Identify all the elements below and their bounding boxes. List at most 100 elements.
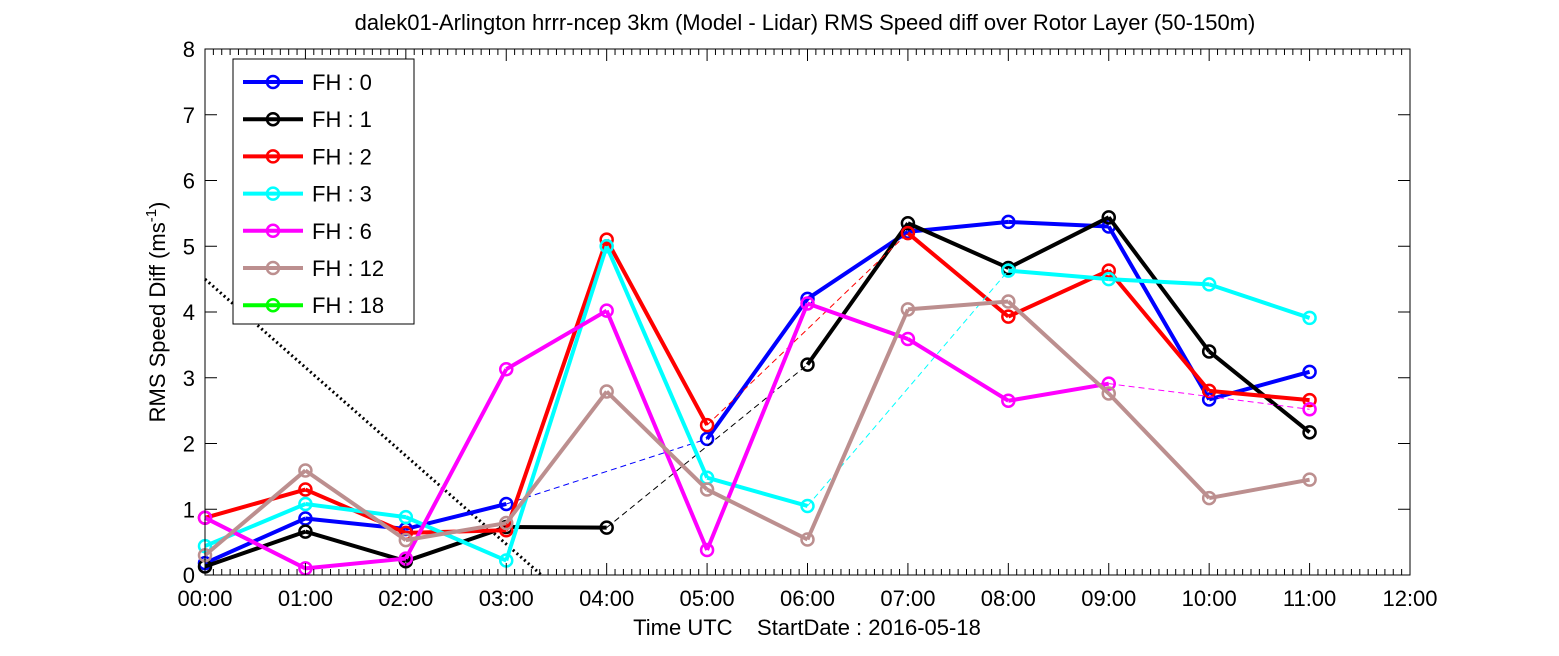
- data-point: [1302, 310, 1317, 326]
- data-point: [800, 357, 815, 372]
- series-segment: [1007, 381, 1110, 403]
- x-tick-label: 12:00: [1382, 586, 1437, 611]
- data-point: [1302, 425, 1317, 440]
- y-tick-label: 3: [183, 366, 195, 391]
- data-point: [1001, 263, 1016, 278]
- series-gap-segment: [606, 364, 808, 529]
- series-segment: [204, 516, 307, 571]
- x-tick-label: 03:00: [479, 586, 534, 611]
- y-axis-ticks: 0 1 2 3 4 5 6 7 8: [183, 37, 1410, 588]
- x-tick-label: 11:00: [1283, 586, 1336, 611]
- y-tick-label: 1: [183, 497, 195, 522]
- series-segment: [304, 468, 407, 542]
- x-tick-label: 07:00: [880, 586, 935, 611]
- x-axis-label: Time UTC StartDate : 2016-05-18: [633, 615, 981, 640]
- data-point: [699, 542, 715, 558]
- series-gap-segment: [1108, 383, 1310, 410]
- data-point: [1001, 309, 1016, 324]
- series-gap-segment: [706, 232, 909, 426]
- data-point: [599, 520, 614, 535]
- series-segment: [305, 556, 407, 571]
- data-point: [1201, 277, 1217, 292]
- data-point: [599, 303, 614, 318]
- series-segment: [504, 239, 609, 531]
- plot-area: [197, 210, 1317, 577]
- series-segment: [1107, 392, 1211, 500]
- legend-marker: [265, 260, 281, 276]
- y-axis-label-end: ): [145, 202, 170, 209]
- series-segment: [806, 230, 910, 301]
- series-segment: [907, 299, 1009, 312]
- series-segment: [506, 525, 607, 530]
- x-axis-ticks: 00:00 01:00 02:00 03:00 04:00 05:00 06:00 07:00…: [177, 49, 1438, 611]
- series-segment: [705, 302, 810, 551]
- data-point: [1302, 472, 1317, 487]
- series-segment: [604, 238, 709, 427]
- series-segment: [1208, 282, 1311, 320]
- series-fh-12: [197, 294, 1317, 563]
- legend-label: FH : 12: [312, 256, 384, 281]
- y-tick-label: 4: [183, 300, 195, 325]
- x-tick-label: 00:00: [177, 586, 232, 611]
- data-point: [699, 482, 715, 497]
- data-point: [599, 239, 614, 254]
- data-point: [1302, 392, 1317, 408]
- series-segment: [1006, 300, 1111, 396]
- series-segment: [204, 529, 307, 569]
- data-point: [699, 417, 715, 433]
- data-point: [1101, 210, 1116, 225]
- y-axis-label: RMS Speed Diff (ms-1): [143, 202, 170, 423]
- data-point: [800, 296, 815, 311]
- x-tick-label: 09:00: [1081, 586, 1136, 611]
- legend-label: FH : 18: [312, 293, 384, 318]
- legend-marker: [265, 149, 281, 164]
- legend-label: FH : 1: [312, 107, 372, 132]
- x-tick-label: 01:00: [278, 586, 333, 611]
- legend-marker: [265, 186, 281, 201]
- data-point: [1001, 214, 1016, 230]
- data-point: [1302, 364, 1317, 380]
- data-point: [499, 496, 514, 512]
- legend-marker: [265, 111, 281, 127]
- series-segment: [203, 468, 307, 557]
- legend-box: [232, 58, 415, 325]
- series-segment: [907, 221, 1010, 270]
- data-point: [699, 431, 715, 447]
- series-segment: [604, 245, 709, 479]
- series-segment: [805, 308, 910, 541]
- series-segment: [806, 301, 909, 341]
- series-segment: [1107, 216, 1211, 353]
- series-segment: [706, 487, 809, 542]
- data-point: [1302, 402, 1317, 417]
- series-segment: [805, 222, 910, 366]
- data-point: [298, 482, 313, 497]
- series-segment: [1107, 269, 1211, 393]
- series-segment: [505, 308, 608, 371]
- data-point: [499, 361, 514, 377]
- data-point: [900, 225, 916, 241]
- series-segment: [605, 390, 709, 491]
- data-point: [1001, 393, 1016, 409]
- y-tick-label: 6: [183, 169, 195, 194]
- y-axis-label-main: RMS Speed Diff (ms: [145, 222, 170, 422]
- series-segment: [504, 390, 609, 525]
- x-tick-label: 06:00: [780, 586, 835, 611]
- x-tick-label: 05:00: [680, 586, 735, 611]
- data-point: [1101, 271, 1116, 287]
- series-segment: [706, 475, 809, 508]
- series-segment: [204, 516, 307, 565]
- legend-label: FH : 2: [312, 144, 372, 169]
- y-tick-label: 5: [183, 234, 195, 259]
- legend-marker: [265, 223, 281, 239]
- series-segment: [305, 502, 407, 520]
- legend: FH : 0 FH : 1 FH : 2 FH : 3 FH : 6 FH : 12 FH …: [232, 58, 415, 325]
- data-point: [298, 463, 313, 478]
- data-point: [1101, 263, 1116, 278]
- x-tick-label: 04:00: [579, 586, 634, 611]
- series-segment: [304, 529, 407, 564]
- x-tick-label: 02:00: [378, 586, 433, 611]
- data-point: [398, 532, 414, 548]
- data-point: [800, 498, 815, 514]
- data-point: [1201, 490, 1217, 506]
- legend-marker: [265, 74, 281, 90]
